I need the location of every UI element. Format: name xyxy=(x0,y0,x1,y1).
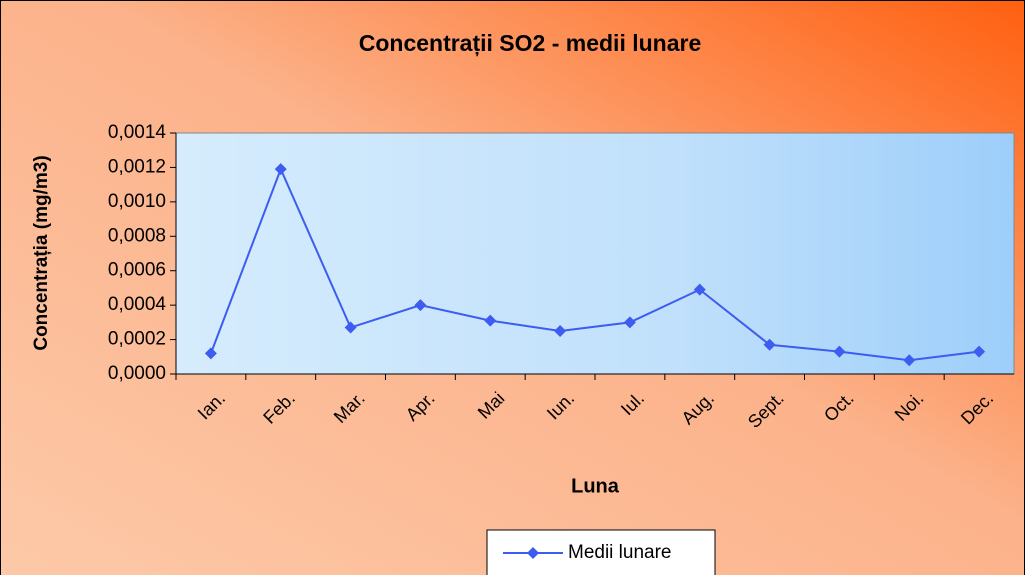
y-tick-label: 0,0004 xyxy=(108,294,167,315)
x-axis-title: Luna xyxy=(571,475,620,497)
marker xyxy=(344,321,357,334)
line xyxy=(209,166,980,362)
y-axis-title: Concentrația (mg/m3) xyxy=(31,155,52,350)
marker xyxy=(274,163,287,176)
y-tick-label: 0,0008 xyxy=(108,225,166,246)
marker xyxy=(833,345,846,358)
y-tick-label: 0,0012 xyxy=(108,156,166,177)
plot-area xyxy=(175,132,1015,375)
chart-title: Concentrații SO2 - medii lunare xyxy=(359,30,702,57)
y-tick-label: 0,0000 xyxy=(108,363,166,384)
y-tick-label: 0,0010 xyxy=(108,191,166,212)
y-tick-label: 0,0002 xyxy=(108,329,166,350)
y-tick-label: 0,0006 xyxy=(108,260,166,281)
legend-marker xyxy=(527,547,539,559)
marker xyxy=(763,338,776,351)
marker xyxy=(903,354,916,367)
marker xyxy=(623,316,636,329)
marker xyxy=(973,345,986,358)
marker xyxy=(204,347,217,360)
legend-label: Medii lunare xyxy=(568,542,672,563)
marker xyxy=(414,299,427,312)
marker xyxy=(484,314,497,327)
marker xyxy=(693,283,706,296)
y-tick-label: 0,0014 xyxy=(108,122,167,143)
marker xyxy=(554,324,567,337)
